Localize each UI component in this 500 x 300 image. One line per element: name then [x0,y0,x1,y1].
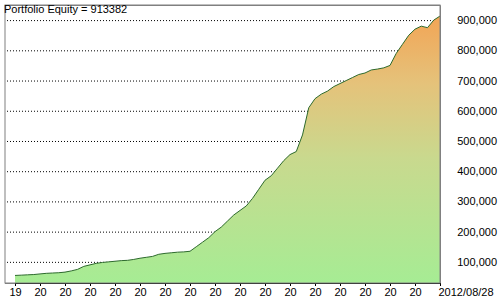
plot-area [15,16,440,283]
x-axis-line [16,284,441,287]
plot-frame [5,5,440,283]
x-tick: 2012/08/28 [439,283,494,298]
x-tick-label: 20 [34,286,46,298]
x-tick: 20 [309,283,321,298]
x-tick: 20 [384,283,396,298]
x-tick: 20 [259,283,271,298]
chart-title: Portfolio Equity = 913382 [4,3,127,15]
x-tick: 20 [334,283,346,298]
y-tick-label: 700,000 [457,75,497,87]
x-tick: 20 [84,283,96,298]
x-tick-label: 19 [9,286,21,298]
x-axis: 19 20 20 20 20 20 20 20 20 20 20 20 20 20 20 20 20 2012/0… [9,283,493,298]
x-tick-label: 20 [384,286,396,298]
y-tick-label: 800,000 [457,44,497,56]
x-tick-label: 20 [134,286,146,298]
x-tick: 20 [184,283,196,298]
x-tick: 20 [209,283,221,298]
x-tick-label: 20 [259,286,271,298]
grid-line [5,20,440,21]
x-tick-label: 20 [84,286,96,298]
y-tick: 900,000 [5,14,497,26]
y-tick-label: 200,000 [457,226,497,238]
y-tick-label: 600,000 [457,105,497,117]
x-tick-label: 20 [334,286,346,298]
x-tick: 20 [409,283,421,298]
y-tick-label: 500,000 [457,135,497,147]
x-tick: 20 [134,283,146,298]
x-tick: 19 [9,283,21,298]
y-axis-line [5,6,441,284]
grid-line [5,50,440,51]
x-tick: 20 [59,283,71,298]
x-tick-label: 20 [234,286,246,298]
x-tick-label: 20 [109,286,121,298]
x-tick-label: 20 [159,286,171,298]
y-tick-label: 400,000 [457,165,497,177]
x-tick: 20 [359,283,371,298]
x-tick-label: 20 [209,286,221,298]
x-tick-label: 20 [309,286,321,298]
equity-area [15,16,440,283]
y-axis: 100,000 200,000 300,000 400,000 500,000 600,0… [5,6,497,284]
x-tick: 20 [284,283,296,298]
chart-svg: 100,000 200,000 300,000 400,000 500,000 600,0… [0,0,500,300]
equity-line [15,16,440,275]
x-tick-label: 20 [59,286,71,298]
x-tick-label: 20 [409,286,421,298]
x-tick: 20 [234,283,246,298]
x-tick-label: 20 [284,286,296,298]
y-tick-label: 300,000 [457,195,497,207]
x-tick-label: 20 [359,286,371,298]
chart-container: 100,000 200,000 300,000 400,000 500,000 600,0… [0,0,500,300]
y-tick-label: 900,000 [457,14,497,26]
x-tick-label: 2012/08/28 [439,286,494,298]
x-tick: 20 [159,283,171,298]
y-tick-label: 100,000 [457,256,497,268]
x-tick: 20 [109,283,121,298]
x-tick-label: 20 [184,286,196,298]
x-tick: 20 [34,283,46,298]
